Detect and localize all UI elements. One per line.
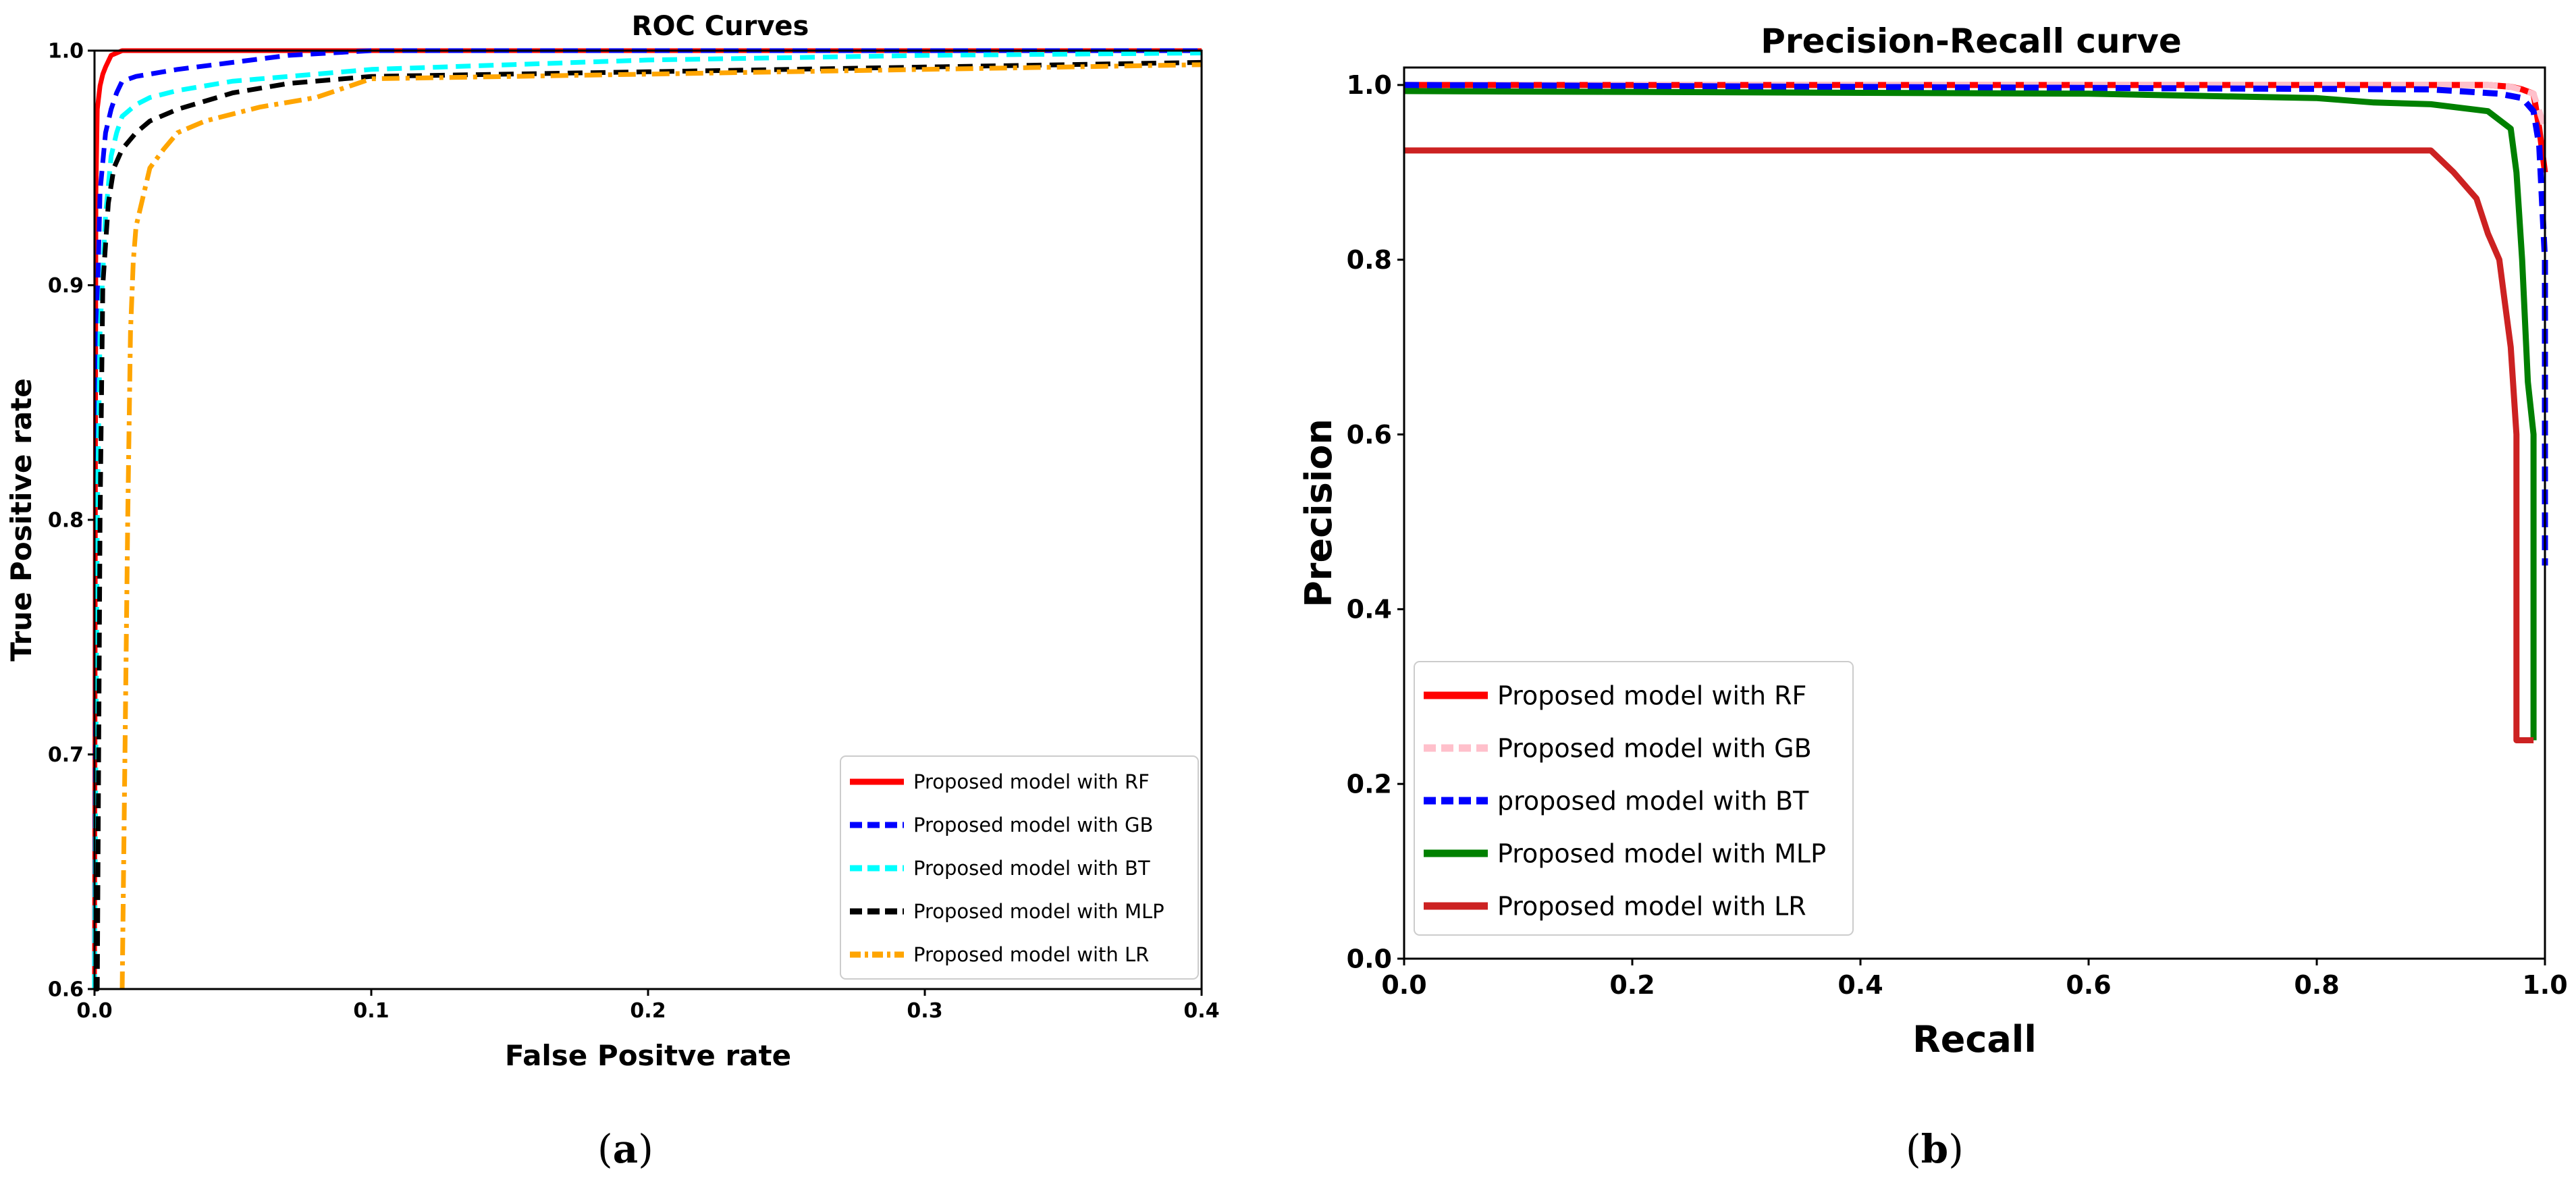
roc-x-tick-label: 0.3 (907, 999, 942, 1023)
pr-x-tick-label: 0.6 (2066, 970, 2111, 1000)
roc-series-line-1 (92, 48, 1202, 990)
pr-panel: Precision-Recall curve 0.0 0.2 0.4 0.6 0.8 1.… (1297, 22, 2568, 1172)
pr-series-line-4 (1404, 147, 2534, 743)
pr-legend-label: Proposed model with RF (1497, 681, 1806, 710)
roc-y-tick-label: 1.0 (48, 40, 84, 63)
pr-x-tick-label: 0.2 (1609, 970, 1655, 1000)
roc-legend-label: Proposed model with BT (913, 857, 1150, 880)
pr-x-tick-label: 1.0 (2522, 970, 2567, 1000)
pr-tick-labels: 0.0 0.2 0.4 0.6 0.8 1.0 0.0 0.2 0.4 0.6 0.8 1.0 (1347, 70, 2568, 1000)
roc-plot-area (92, 48, 1202, 992)
pr-y-tick-label: 0.0 (1347, 944, 1392, 974)
roc-legend-frame (840, 755, 1199, 980)
pr-series-line-1 (1404, 82, 2548, 130)
roc-y-tick-label: 0.6 (48, 978, 84, 1002)
roc-tick-labels: 0.0 0.1 0.2 0.3 0.4 0.6 0.7 0.8 0.9 1.0 (48, 40, 1220, 1023)
roc-title: ROC Curves (632, 11, 809, 42)
pr-caption: (b) (1906, 1126, 1964, 1172)
pr-title: Precision-Recall curve (1761, 22, 2181, 61)
roc-legend-label: Proposed model with MLP (913, 900, 1164, 923)
pr-legend-label: Proposed model with GB (1497, 733, 1812, 763)
roc-legend-label: Proposed model with GB (913, 814, 1153, 836)
roc-legend: Proposed model with RF Proposed model wit… (840, 755, 1199, 980)
roc-series-line-0 (92, 48, 1202, 990)
pr-y-axis-label: Precision (1297, 419, 1340, 608)
pr-y-tick-label: 0.4 (1347, 595, 1392, 624)
pr-x-tick-label: 0.8 (2294, 970, 2339, 1000)
pr-legend-label: proposed model with BT (1497, 786, 1809, 816)
pr-x-tick-label: 0.0 (1381, 970, 1426, 1000)
roc-caption: (a) (597, 1126, 653, 1172)
roc-legend-label: Proposed model with RF (913, 770, 1150, 793)
pr-legend: Proposed model with RF Proposed model wit… (1414, 661, 1854, 936)
roc-x-tick-label: 0.0 (76, 999, 112, 1023)
roc-y-tick-label: 0.8 (48, 509, 84, 533)
roc-panel: ROC Curves 0.0 0.1 0.2 0.3 0.4 0.6 0.7 0.8 0.9 1.… (5, 11, 1220, 1172)
pr-legend-label: Proposed model with LR (1497, 891, 1806, 921)
roc-x-tick-label: 0.2 (630, 999, 666, 1023)
pr-legend-frame (1414, 661, 1854, 936)
pr-legend-label: Proposed model with MLP (1497, 838, 1826, 868)
roc-y-tick-label: 0.9 (48, 274, 84, 298)
pr-y-tick-label: 0.6 (1347, 420, 1392, 450)
pr-axes-frame (1403, 66, 2546, 960)
roc-x-tick-label: 0.1 (353, 999, 389, 1023)
pr-x-tick-label: 0.4 (1837, 970, 1883, 1000)
pr-y-tick-label: 0.2 (1347, 769, 1392, 799)
pr-y-tick-label: 0.8 (1347, 245, 1392, 275)
pr-x-axis-label: Recall (1912, 1018, 2037, 1061)
pr-y-tick-label: 1.0 (1347, 70, 1392, 100)
roc-legend-label: Proposed model with LR (913, 943, 1149, 966)
pr-series-line-3 (1403, 88, 2537, 741)
roc-x-axis-label: False Positve rate (505, 1039, 791, 1072)
roc-series-line-4 (119, 62, 1202, 990)
roc-x-tick-label: 0.4 (1183, 999, 1219, 1023)
roc-y-axis-label: True Positive rate (5, 378, 38, 661)
roc-y-tick-label: 0.7 (48, 743, 84, 767)
